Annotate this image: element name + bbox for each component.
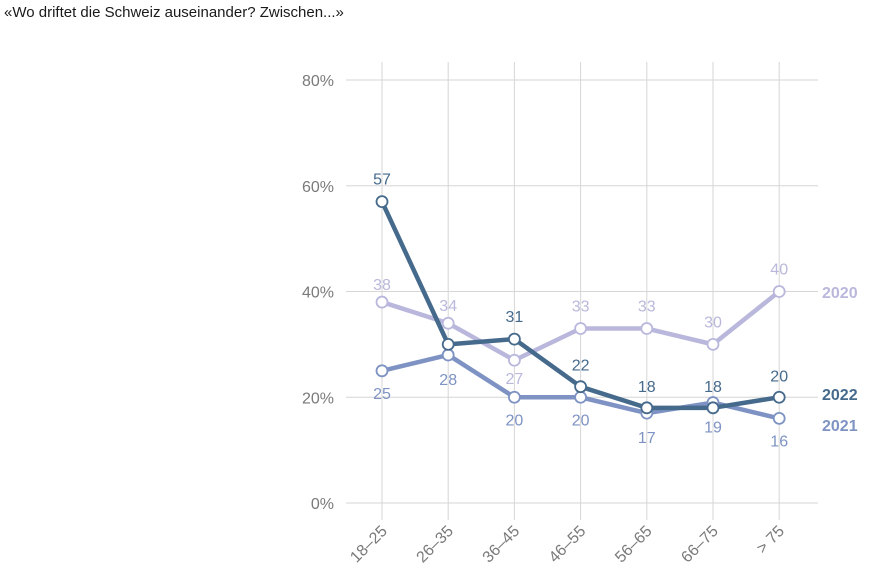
series-2020-name-label: 2020: [822, 285, 858, 302]
y-tick-label: 40%: [302, 285, 334, 302]
series-2020-value-label: 33: [638, 299, 656, 316]
x-tick-label: 46–55: [546, 523, 590, 567]
series-2020-point: [706, 337, 720, 351]
series-2021-value-label: 19: [704, 420, 722, 437]
series-2022-value-label: 20: [770, 368, 788, 385]
grid-lines: [346, 62, 818, 520]
y-tick-label: 0%: [311, 496, 334, 513]
series-2022-point: [640, 401, 654, 415]
series-2021-name-label: 2021: [822, 418, 858, 435]
y-tick-label: 20%: [302, 390, 334, 407]
y-axis-ticks: 0% 20% 40% 60% 80%: [302, 73, 334, 513]
x-tick-label: 56–65: [612, 523, 656, 567]
series-2021-point: [508, 390, 521, 404]
series-2021-value-label: 17: [638, 430, 656, 447]
series-2022-point: [375, 195, 389, 209]
series-2022-name-label: 2022: [822, 387, 858, 404]
series-2022-point: [441, 337, 455, 351]
series-2022-value-label: 22: [572, 358, 590, 375]
series-2020-value-label: 34: [439, 298, 457, 315]
series-2022-point: [574, 380, 587, 394]
series-2020-value-label: 30: [704, 314, 722, 331]
series-2022-value-label: 57: [373, 172, 391, 189]
series-2022-value-label: 18: [704, 379, 722, 396]
data-labels: 38 34 27 33 33 30 40 25 28 20 20 17 19 16 57 31 22 18 18 20: [373, 172, 788, 451]
series-2020-point: [375, 295, 389, 309]
x-tick-label: > 75: [754, 523, 788, 557]
series-2020-value-label: 33: [572, 299, 590, 316]
x-tick-label: 18–25: [347, 523, 391, 567]
series-2020-point: [574, 322, 587, 335]
series-2020-point: [508, 353, 521, 367]
series-points: [375, 195, 786, 425]
series-2021-value-label: 28: [439, 372, 457, 389]
series-2020-point: [772, 285, 786, 298]
series-labels: 2020 2021 2022: [822, 285, 858, 435]
series-2022-point: [706, 401, 720, 415]
series-2021-value-label: 25: [373, 386, 391, 403]
series-2021-point: [441, 348, 455, 362]
series-2022-point: [772, 390, 786, 404]
series-2020-value-label: 40: [770, 262, 788, 279]
x-tick-label: 66–75: [678, 523, 722, 567]
series-2021-value-label: 20: [506, 412, 524, 429]
series-2021-point: [772, 411, 786, 425]
series-2021-point: [375, 364, 389, 378]
x-tick-label: 36–45: [480, 523, 524, 567]
series-2022-value-label: 31: [506, 309, 524, 326]
series-2020-point: [640, 322, 654, 335]
x-axis-ticks: 18–25 26–35 36–45 46–55 56–65 66–75 > 75: [347, 523, 788, 567]
series-2021-value-label: 16: [770, 433, 788, 450]
series-2020-value-label: 27: [506, 371, 524, 388]
chart-title: «Wo driftet die Schweiz auseinander? Zwi…: [4, 4, 344, 21]
series-2022-point: [508, 332, 521, 346]
x-tick-label: 26–35: [414, 523, 458, 567]
series-2021-point: [574, 390, 587, 404]
series-2021-value-label: 20: [572, 412, 590, 429]
series-2022-value-label: 18: [638, 379, 656, 396]
series-2020-point: [441, 316, 455, 330]
y-tick-label: 80%: [302, 73, 334, 90]
y-tick-label: 60%: [302, 179, 334, 196]
series-2020-value-label: 38: [373, 277, 391, 294]
